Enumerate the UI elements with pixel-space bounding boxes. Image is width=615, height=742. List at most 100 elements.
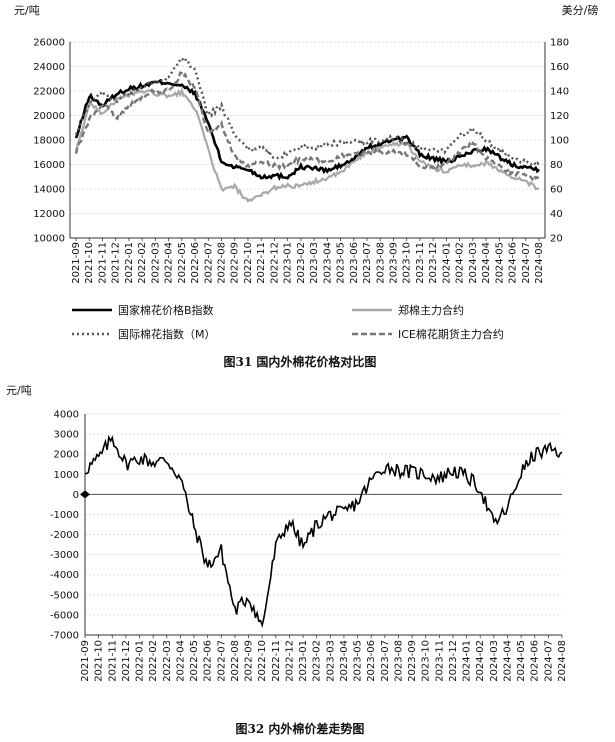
x-tick-label: 2022-09 <box>244 640 255 682</box>
x-tick-label: 2023-01 <box>283 242 294 284</box>
x-tick-label: 2022-06 <box>203 640 214 682</box>
y-tick-label: -6000 <box>50 610 79 621</box>
y-right-tick-label: 180 <box>550 38 569 49</box>
x-tick-label: 2022-05 <box>177 242 188 284</box>
x-tick-label: 2022-12 <box>284 640 295 682</box>
y-tick-label: 4000 <box>54 410 79 421</box>
y-tick-label: 0 <box>73 490 79 501</box>
y-right-tick-label: 140 <box>550 87 569 98</box>
x-tick-label: 2022-11 <box>256 242 267 284</box>
y-tick-label: -2000 <box>50 530 79 541</box>
legend-label: 国际棉花指数（M） <box>118 327 216 341</box>
x-tick-label: 2022-08 <box>230 640 241 682</box>
x-tick-label: 2022-03 <box>162 640 173 682</box>
x-tick-label: 2022-04 <box>164 242 175 284</box>
y-left-tick-label: 24000 <box>33 62 65 73</box>
y-left-tick-label: 10000 <box>33 234 65 245</box>
x-tick-label: 2024-05 <box>494 242 505 284</box>
chart-31: 10000 12000 14000 16000 18000 20000 22000 24000… <box>14 3 598 369</box>
legend-label: 郑棉主力合约 <box>398 303 464 317</box>
x-tick-label: 2021-09 <box>71 242 82 284</box>
x-tick-label: 2022-01 <box>135 640 146 682</box>
x-tick-label: 2021-11 <box>97 242 108 284</box>
y-tick-label: 1000 <box>54 470 79 481</box>
unit-label: 元/吨 <box>6 384 32 397</box>
x-tick-label: 2023-02 <box>296 242 307 284</box>
x-tick-label: 2024-07 <box>521 242 532 284</box>
x-tick-label: 2022-11 <box>271 640 282 682</box>
x-tick-label: 2023-07 <box>380 640 391 682</box>
y-tick-label: -4000 <box>50 570 79 581</box>
y-tick-label: 2000 <box>54 450 79 461</box>
x-tick-label: 2022-02 <box>148 640 159 682</box>
x-tick-label: 2024-02 <box>475 640 486 682</box>
y-right-tick-label: 100 <box>550 136 569 147</box>
x-tick-label: 2024-06 <box>530 640 541 682</box>
x-tick-label: 2024-07 <box>543 640 554 682</box>
x-tick-label: 2023-10 <box>421 640 432 682</box>
y-tick-label: 3000 <box>54 430 79 441</box>
x-tick-label: 2023-12 <box>428 242 439 284</box>
y-right-tick-label: 160 <box>550 62 569 73</box>
zero-marker <box>80 490 90 499</box>
x-tick-label: 2022-06 <box>190 242 201 284</box>
x-tick-label: 2023-06 <box>349 242 360 284</box>
x-tick-label: 2024-04 <box>481 242 492 284</box>
x-tick-label: 2021-10 <box>94 640 105 682</box>
x-tick-label: 2021-09 <box>80 640 91 682</box>
x-tick-label: 2024-01 <box>462 640 473 682</box>
x-tick-label: 2024-03 <box>468 242 479 284</box>
series-line-1 <box>74 86 540 203</box>
x-tick-label: 2024-08 <box>557 640 568 682</box>
x-tick-label: 2023-03 <box>309 242 320 284</box>
legend-label: 国家棉花价格B指数 <box>118 303 214 317</box>
x-tick-label: 2023-01 <box>298 640 309 682</box>
x-tick-label: 2022-12 <box>269 242 280 284</box>
x-tick-label: 2023-08 <box>393 640 404 682</box>
x-tick-label: 2022-05 <box>189 640 200 682</box>
y-left-tick-label: 14000 <box>33 185 65 196</box>
x-tick-label: 2022-03 <box>150 242 161 284</box>
x-tick-label: 2024-02 <box>455 242 466 284</box>
y-right-tick-label: 120 <box>550 111 569 122</box>
y-left-tick-label: 18000 <box>33 136 65 147</box>
y-left-tick-label: 26000 <box>33 38 65 49</box>
series-line-0 <box>74 78 540 181</box>
x-tick-label: 2024-06 <box>508 242 519 284</box>
x-tick-label: 2022-08 <box>217 242 228 284</box>
right-unit-label: 美分/磅 <box>562 3 599 17</box>
y-right-tick-label: 20 <box>550 234 563 245</box>
y-left-tick-label: 20000 <box>33 111 65 122</box>
x-tick-label: 2023-05 <box>353 640 364 682</box>
x-tick-label: 2023-04 <box>339 640 350 682</box>
series-line-3 <box>74 71 540 182</box>
x-tick-label: 2021-11 <box>107 640 118 682</box>
series-line-2 <box>74 56 540 168</box>
chart-caption: 图31 国内外棉花价格对比图 <box>224 354 377 369</box>
x-tick-label: 2023-12 <box>448 640 459 682</box>
x-tick-label: 2023-02 <box>312 640 323 682</box>
x-tick-label: 2022-07 <box>216 640 227 682</box>
x-tick-label: 2023-10 <box>402 242 413 284</box>
x-tick-label: 2023-05 <box>336 242 347 284</box>
chart-32: -7000 -6000 -5000 -4000 -3000 -2000 -1000 0 1000… <box>6 384 568 736</box>
x-tick-label: 2021-12 <box>121 640 132 682</box>
x-tick-label: 2024-05 <box>516 640 527 682</box>
x-tick-label: 2023-07 <box>362 242 373 284</box>
y-left-tick-label: 22000 <box>33 87 65 98</box>
x-tick-label: 2023-04 <box>322 242 333 284</box>
x-tick-label: 2022-10 <box>257 640 268 682</box>
x-tick-label: 2023-09 <box>388 242 399 284</box>
x-tick-label: 2023-11 <box>415 242 426 284</box>
y-right-tick-label: 60 <box>550 185 563 196</box>
chart-caption: 图32 内外棉价差走势图 <box>236 721 365 736</box>
x-tick-label: 2024-03 <box>489 640 500 682</box>
spread-line <box>84 434 563 628</box>
y-tick-label: -7000 <box>50 631 79 642</box>
y-right-tick-label: 80 <box>550 160 563 171</box>
x-tick-label: 2022-09 <box>230 242 241 284</box>
y-tick-label: -5000 <box>50 590 79 601</box>
y-tick-label: -1000 <box>50 510 79 521</box>
x-tick-label: 2023-03 <box>325 640 336 682</box>
